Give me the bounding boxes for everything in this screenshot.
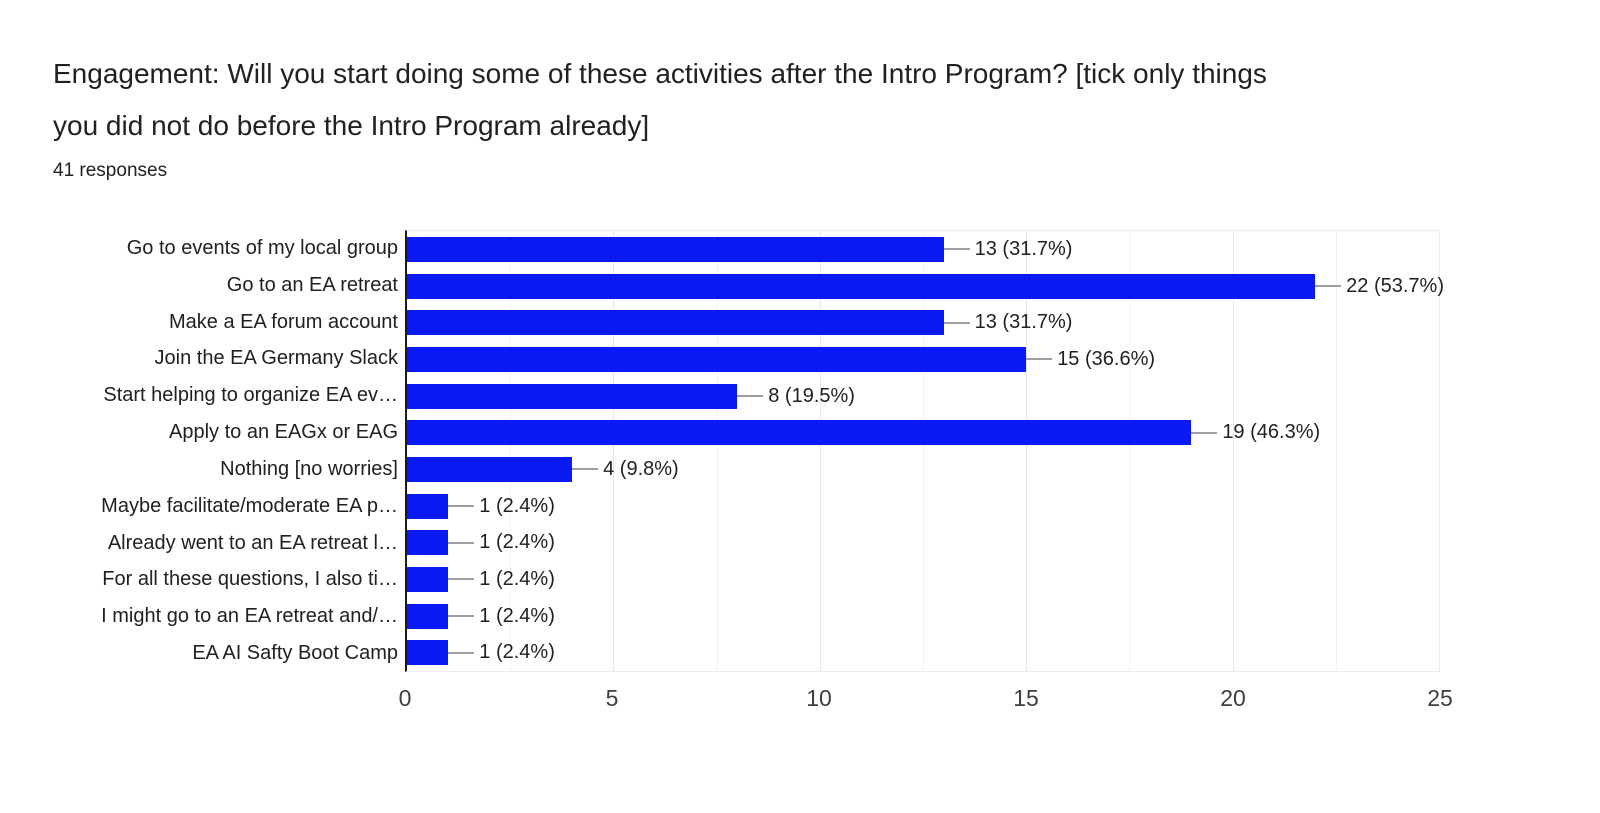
bar bbox=[407, 236, 944, 262]
bar bbox=[407, 566, 449, 592]
category-label: Join the EA Germany Slack bbox=[154, 347, 398, 370]
value-label: 1 (2.4%) bbox=[479, 531, 555, 554]
bar-row: 22 (53.7%) bbox=[407, 268, 1444, 305]
responses-count: 41 responses bbox=[53, 160, 168, 181]
bar-row: 8 (19.5%) bbox=[407, 378, 1439, 415]
x-tick-label: 0 bbox=[398, 685, 412, 711]
value-label: 1 (2.4%) bbox=[479, 604, 555, 627]
category-labels: Go to events of my local group Go to an E… bbox=[0, 230, 405, 672]
value-leader-line bbox=[448, 578, 475, 581]
x-tick-label: 20 bbox=[1220, 685, 1246, 711]
value-label: 22 (53.7%) bbox=[1346, 274, 1444, 297]
category-label: EA AI Safty Boot Camp bbox=[192, 642, 398, 665]
category-label: Nothing [no worries] bbox=[220, 457, 398, 480]
value-label: 4 (9.8%) bbox=[603, 457, 679, 480]
bar-chart: Go to events of my local group Go to an E… bbox=[0, 230, 1453, 717]
value-label: 8 (19.5%) bbox=[768, 384, 855, 407]
category-label: Maybe facilitate/moderate EA p… bbox=[101, 494, 398, 517]
value-label: 1 (2.4%) bbox=[479, 567, 555, 590]
bar bbox=[407, 383, 738, 409]
category-label: Start helping to organize EA ev… bbox=[103, 384, 398, 407]
x-tick-label: 25 bbox=[1427, 685, 1453, 711]
bar bbox=[407, 310, 944, 336]
value-leader-line bbox=[1191, 431, 1218, 434]
value-label: 13 (31.7%) bbox=[974, 311, 1073, 334]
value-leader-line bbox=[448, 505, 475, 508]
bar bbox=[407, 456, 573, 482]
x-tick-label: 5 bbox=[605, 685, 619, 711]
gridline-minor bbox=[1129, 231, 1131, 671]
value-leader-line bbox=[1315, 285, 1342, 287]
gridline-minor bbox=[510, 231, 512, 671]
chart-title-line-2: you did not do before the Intro Program … bbox=[53, 110, 650, 141]
value-leader-line bbox=[448, 615, 475, 618]
plot-wrap: 13 (31.7%) 22 (53.7%) 13 (31.7%) 15 (36.6%)… bbox=[399, 230, 1453, 717]
value-leader-line bbox=[943, 248, 970, 251]
value-leader-line bbox=[448, 651, 475, 654]
value-leader-line bbox=[572, 468, 599, 471]
chart-title-line-1: Engagement: Will you start doing some of… bbox=[53, 58, 1267, 89]
bar bbox=[407, 640, 449, 666]
value-leader-line bbox=[737, 395, 764, 398]
value-leader-line bbox=[943, 321, 970, 324]
grid-layer bbox=[407, 231, 1439, 671]
bar-row: 13 (31.7%) bbox=[407, 304, 1439, 341]
bar bbox=[407, 420, 1192, 446]
bar-row: 1 (2.4%) bbox=[407, 524, 1439, 561]
gridline-minor bbox=[716, 231, 718, 671]
category-label: Already went to an EA retreat l… bbox=[107, 531, 398, 554]
bar-row: 13 (31.7%) bbox=[407, 231, 1439, 268]
bar bbox=[407, 273, 1316, 299]
category-label: I might go to an EA retreat and/… bbox=[101, 605, 398, 628]
bar bbox=[407, 493, 449, 519]
bar-row: 1 (2.4%) bbox=[407, 561, 1439, 598]
value-leader-line bbox=[1026, 358, 1053, 361]
x-tick-label: 15 bbox=[1013, 685, 1039, 711]
bar-row: 1 (2.4%) bbox=[407, 488, 1439, 525]
bar bbox=[407, 346, 1027, 372]
category-label: Make a EA forum account bbox=[168, 310, 398, 333]
category-label: Go to events of my local group bbox=[126, 236, 398, 259]
category-label: Apply to an EAGx or EAG bbox=[169, 421, 398, 444]
value-label: 1 (2.4%) bbox=[479, 641, 555, 664]
gridline-major bbox=[819, 231, 821, 671]
category-label: Go to an EA retreat bbox=[226, 273, 398, 296]
gridline-major bbox=[1232, 231, 1234, 671]
bar-row: 15 (36.6%) bbox=[407, 341, 1439, 378]
plot-area: 13 (31.7%) 22 (53.7%) 13 (31.7%) 15 (36.6%)… bbox=[405, 230, 1444, 672]
value-label: 19 (46.3%) bbox=[1222, 421, 1321, 444]
value-label: 15 (36.6%) bbox=[1057, 347, 1156, 370]
gridline-minor bbox=[1335, 231, 1337, 671]
gridline-major bbox=[1026, 231, 1028, 671]
bar-row: 1 (2.4%) bbox=[407, 634, 1439, 671]
gridline-minor bbox=[923, 231, 924, 671]
value-leader-line bbox=[448, 541, 475, 544]
chart-title: Engagement: Will you start doing some of… bbox=[53, 48, 1553, 152]
value-label: 13 (31.7%) bbox=[974, 237, 1073, 260]
value-label: 1 (2.4%) bbox=[479, 494, 555, 517]
bar-row: 1 (2.4%) bbox=[407, 598, 1439, 635]
category-label: For all these questions, I also ti… bbox=[102, 568, 398, 591]
x-tick-label: 10 bbox=[806, 685, 832, 711]
gridline-major bbox=[613, 231, 615, 671]
bar bbox=[407, 603, 449, 629]
bar-row: 4 (9.8%) bbox=[407, 451, 1439, 488]
x-axis-ticks: 0 5 10 15 20 25 bbox=[399, 672, 1453, 717]
bar-row: 19 (46.3%) bbox=[407, 414, 1439, 451]
bar bbox=[407, 530, 449, 556]
